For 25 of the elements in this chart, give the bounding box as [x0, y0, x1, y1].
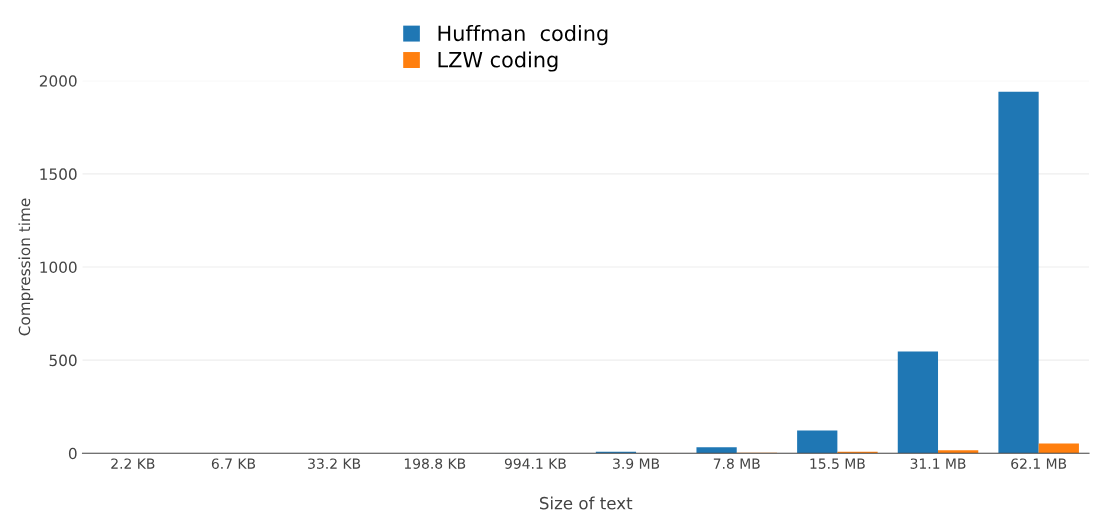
x-tick-label: 3.9 MB — [613, 458, 660, 469]
x-tick-label: 15.5 MB — [810, 458, 865, 469]
x-tick-label: 2.2 KB — [111, 458, 155, 469]
bar — [998, 91, 1039, 454]
x-tick-label: 198.8 KB — [404, 458, 466, 469]
legend-label: Huffman coding — [438, 25, 608, 46]
y-tick-label: 1000 — [40, 261, 77, 274]
x-tick-label: 994.1 KB — [504, 458, 566, 469]
y-tick-label: 2000 — [39, 75, 77, 87]
x-axis-title: Size of text — [539, 496, 633, 510]
bar — [696, 447, 737, 454]
y-tick-label: 1500 — [40, 168, 77, 180]
x-tick-label: 31.1 MB — [910, 458, 966, 469]
x-tick-label: 62.1 MB — [1011, 458, 1067, 469]
bar — [1038, 443, 1079, 454]
y-tick-label: 500 — [49, 354, 77, 367]
bar — [938, 450, 979, 454]
x-tick-label: 33.2 KB — [308, 458, 361, 469]
y-axis-title: Compression time — [18, 198, 34, 336]
y-tick-label: 0 — [68, 447, 77, 460]
bar — [897, 351, 939, 454]
x-tick-label: 6.7 KB — [211, 458, 256, 469]
bar — [797, 430, 838, 454]
legend-label: LZW coding — [438, 51, 558, 72]
x-tick-label: 7.8 MB — [713, 458, 760, 469]
